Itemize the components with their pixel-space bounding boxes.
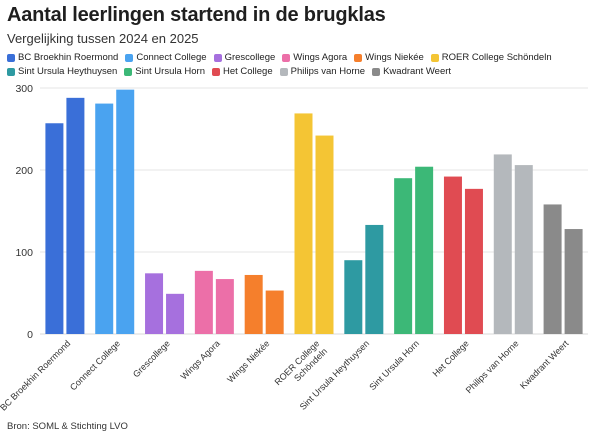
legend-item: Connect College: [125, 52, 207, 63]
chart-title: Aantal leerlingen startend in de brugkla…: [7, 4, 386, 26]
x-tick-label: Philips van Horne: [464, 338, 521, 395]
legend-label: Kwadrant Weert: [383, 66, 452, 77]
x-tick-label: Wings Niekée: [225, 338, 271, 384]
y-tick-label: 300: [15, 83, 33, 95]
legend-swatch: [354, 53, 363, 62]
legend-swatch: [279, 67, 288, 76]
bar: [66, 97, 85, 334]
bar: [166, 293, 185, 334]
bar: [514, 165, 533, 334]
legend-swatch: [213, 53, 222, 62]
chart-legend: BC Broekhin Roermond Connect College Gresc…: [7, 52, 597, 77]
legend-swatch: [7, 67, 15, 76]
x-tick-label: Sint Ursula Horn: [367, 338, 421, 392]
legend-label: Wings Agora: [293, 52, 348, 63]
x-tick-label: Het College: [431, 338, 471, 378]
legend-label: Connect College: [136, 52, 207, 63]
y-tick-label: 200: [15, 165, 33, 177]
y-tick-label: 100: [15, 247, 33, 259]
legend-label: Het College: [222, 66, 273, 77]
legend-item: Het College: [211, 66, 273, 77]
legend-label: Wings Niekée: [365, 52, 424, 63]
legend-item: Sint Ursula Horn: [124, 66, 205, 77]
bar: [45, 123, 64, 334]
bar: [315, 135, 334, 334]
legend-swatch: [282, 53, 291, 62]
bar: [215, 279, 234, 334]
bar: [543, 204, 562, 334]
legend-item: Kwadrant Weert: [372, 66, 451, 77]
legend-label: Philips van Horne: [290, 66, 366, 77]
legend-swatch: [125, 53, 134, 62]
bar: [415, 166, 434, 334]
legend-item: ROER College Schöndeln: [430, 52, 552, 63]
legend-item: Philips van Horne: [279, 66, 366, 77]
legend-swatch: [124, 67, 133, 76]
bar: [244, 274, 263, 334]
legend-item: Sint Ursula Heythuysen: [7, 66, 117, 77]
source-note: Bron: SOML & Stichting LVO: [7, 421, 128, 432]
legend-label: Grescollege: [224, 52, 276, 63]
bar: [493, 154, 512, 334]
bar: [443, 176, 462, 334]
x-tick-label: Kwadrant Weert: [518, 338, 571, 391]
bar: [194, 270, 213, 334]
chart-subtitle: Vergelijking tussen 2024 en 2025: [7, 31, 199, 46]
x-tick-label: Grescollege: [131, 338, 172, 379]
x-tick-label: Wings Agora: [179, 338, 222, 381]
bar: [394, 178, 413, 334]
legend-label: ROER College Schöndeln: [441, 52, 552, 63]
legend-label: Sint Ursula Horn: [135, 66, 205, 77]
legend-swatch: [430, 53, 439, 62]
bar: [365, 224, 384, 334]
legend-swatch: [372, 67, 381, 76]
legend-swatch: [211, 67, 220, 76]
legend-label: BC Broekhin Roermond: [18, 52, 119, 63]
legend-item: Wings Niekée: [354, 52, 424, 63]
legend-item: Wings Agora: [282, 52, 347, 63]
bar: [116, 89, 135, 334]
y-tick-label: 0: [27, 329, 33, 341]
legend-item: Grescollege: [213, 52, 276, 63]
legend-swatch: [7, 53, 15, 62]
x-tick-label: BC Broekhin Roermond: [0, 338, 72, 412]
bar: [294, 113, 313, 334]
bar: [344, 260, 363, 334]
bar: [464, 188, 483, 334]
legend-label: Sint Ursula Heythuysen: [18, 66, 118, 77]
legend-item: BC Broekhin Roermond: [7, 52, 118, 63]
bar: [145, 273, 164, 334]
bar: [95, 103, 114, 334]
x-tick-label: Connect College: [68, 338, 122, 392]
bar: [265, 290, 284, 334]
bar: [564, 229, 583, 334]
